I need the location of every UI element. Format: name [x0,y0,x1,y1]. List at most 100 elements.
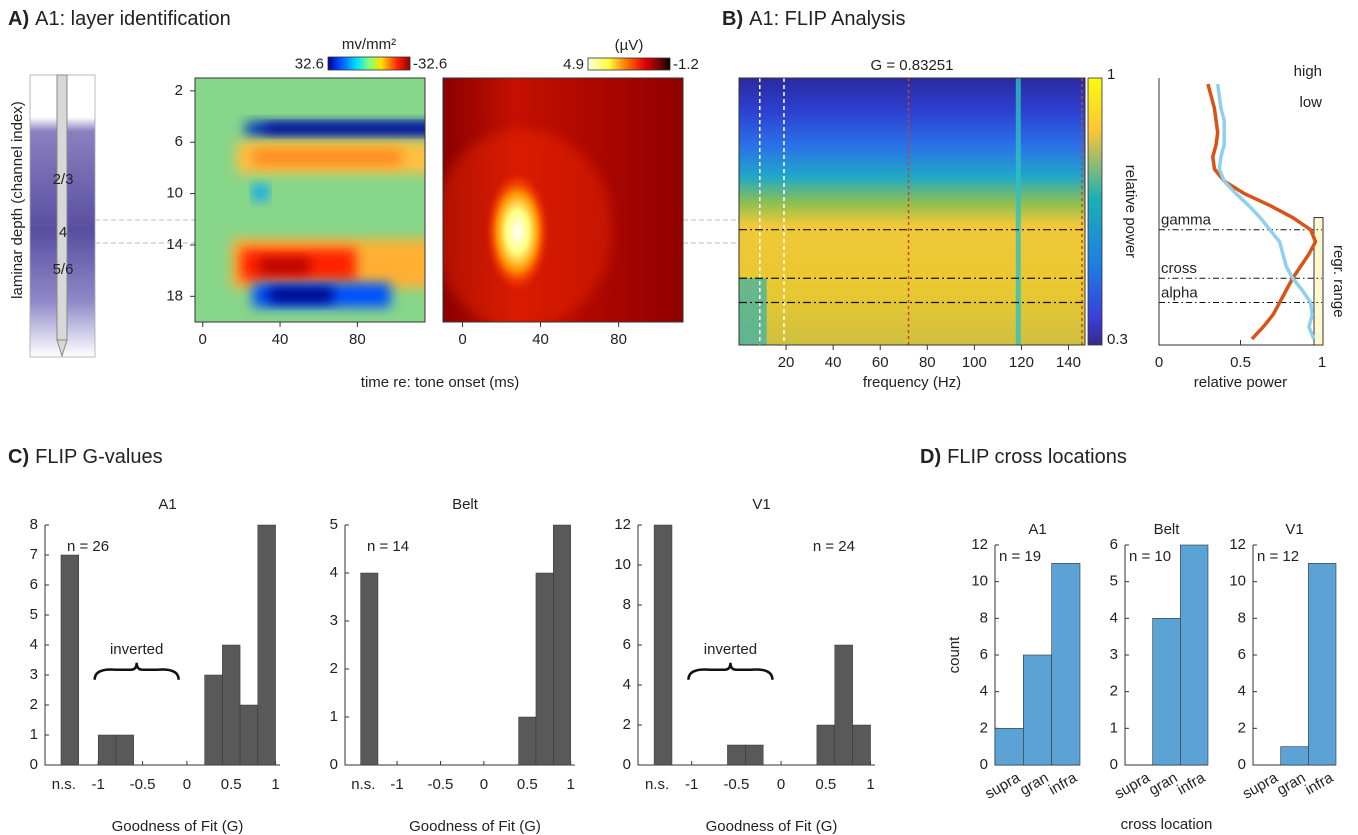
colorbar-tick-label: 0.3 [1107,331,1128,348]
x-tick-label: -0.5 [428,776,454,793]
ns-label: n.s. [645,776,669,793]
bar [518,716,537,766]
panel-heading: D) FLIP cross locations [920,446,1127,468]
y-tick-label: 6 [1238,646,1246,663]
ns-bar [60,554,79,766]
y-tick-label: 0 [1110,756,1118,773]
panel-title: FLIP cross locations [947,446,1127,468]
x-tick-label: 0 [480,776,488,793]
bar [115,734,134,766]
regression-range-label: regr. range [1330,245,1347,318]
bar [816,724,836,766]
x-tick-label: 100 [962,354,987,371]
colorbar-label: relative power [1122,165,1139,258]
y-tick-label: 10 [614,556,631,573]
x-tick-label: 80 [919,354,936,371]
bar [1308,563,1337,766]
bar [994,728,1024,766]
x-tick-label: 40 [272,331,289,348]
reference-line-label: gamma [1161,212,1212,229]
heatmap-patch [252,148,402,166]
bar [1051,563,1081,766]
y-tick-label: 2 [1110,683,1118,700]
y-tick-label: 5 [330,516,338,533]
x-tick-label: 60 [872,354,889,371]
colorbar-tick-label: 4.9 [563,56,584,73]
x-tick-label: 1 [1318,354,1326,371]
x-axis-label: time re: tone onset (ms) [361,374,519,391]
layer-guides [95,219,739,244]
x-tick-label: 0.5 [221,776,242,793]
annotation: n = 19 [999,548,1041,565]
y-tick-label: 6 [623,636,631,653]
subplot-title: A1 [1028,521,1046,538]
colorbar-tick-label: 1 [1107,66,1115,83]
bracket-label: inverted [110,641,163,658]
ns-label: n.s. [351,776,375,793]
x-axis-label: Goodness of Fit (G) [409,818,541,835]
x-tick-label: -1 [92,776,105,793]
x-tick-label: 1 [271,776,279,793]
x-tick-label: 0 [777,776,785,793]
panel-title: A1: FLIP Analysis [749,8,905,30]
y-tick-label: 5 [1110,573,1118,590]
x-tick-label: 0 [183,776,191,793]
colorbar-tick-label: -1.2 [673,56,699,73]
annotation: n = 14 [367,538,409,555]
x-tick-label: 40 [825,354,842,371]
layer-label: 4 [59,224,67,241]
regression-range [1313,217,1324,346]
y-tick-label: 8 [980,609,988,626]
x-axis-label: Goodness of Fit (G) [706,818,838,835]
bar [257,524,276,766]
heatmap-patch [739,78,1085,345]
y-tick-label: 1 [1110,719,1118,736]
y-tick-label: 8 [623,596,631,613]
annotation: n = 10 [1129,548,1171,565]
y-tick-label: 5 [30,606,38,623]
y-tick-label: 4 [623,676,631,693]
subplot-title: Belt [1154,521,1181,538]
heatmap-patch [485,171,550,292]
heatmap-patch [1015,78,1021,345]
legend-entry: high [1294,63,1322,80]
colorbar-label: mv/mm² [342,36,396,53]
annotation: n = 26 [67,538,109,555]
colorbar-tick-label: -32.6 [413,55,447,72]
y-tick-label: 0 [980,756,988,773]
panel-letter: C) [8,446,29,468]
x-tick-label: 140 [1056,354,1081,371]
bar [204,674,223,766]
bracket [687,662,774,680]
y-tick-label: 4 [1238,683,1246,700]
y-axis-label: count [946,636,963,674]
y-tick-label: 10 [166,185,183,202]
y-tick-label: 8 [1238,609,1246,626]
y-tick-label: 6 [175,133,183,150]
subplot-title: Belt [452,496,479,513]
bar [553,524,571,766]
y-tick-label: 4 [1110,609,1118,626]
series-line [1206,83,1318,341]
panel-heading: C) FLIP G-values [8,446,163,468]
y-tick-label: 10 [1229,573,1246,590]
panel-heading: B) A1: FLIP Analysis [722,8,906,30]
heatmap-frame [194,77,426,323]
y-tick-label: 12 [614,516,631,533]
heatmap-patch [259,258,310,274]
bar [1180,544,1209,766]
y-tick-label: 0 [623,756,631,773]
reference-line-label: alpha [1161,284,1198,301]
x-tick-label: 1 [566,776,574,793]
y-tick-label: 12 [971,536,988,553]
panel-letter: B) [722,8,743,30]
y-tick-label: 4 [330,564,338,581]
bar [745,744,764,766]
x-tick-label: 0 [199,331,207,348]
y-tick-label: 6 [30,576,38,593]
bar [222,644,241,766]
bar [1280,746,1309,766]
x-tick-label: 0.5 [517,776,538,793]
ns-bar [653,524,673,766]
